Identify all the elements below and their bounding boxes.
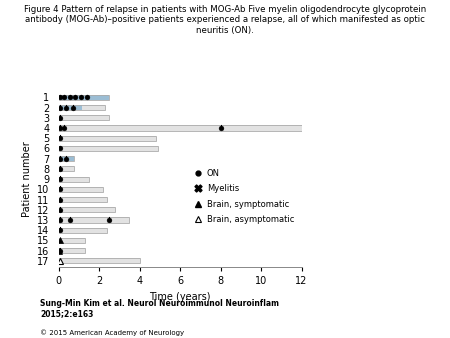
Bar [58, 187, 103, 192]
Bar [58, 125, 302, 130]
Bar [58, 105, 82, 110]
Bar [58, 187, 103, 192]
Bar [58, 105, 105, 110]
Bar [58, 125, 302, 130]
Text: Figure 4 Pattern of relapse in patients with MOG-Ab Five myelin oligodendrocyte : Figure 4 Pattern of relapse in patients … [24, 5, 426, 35]
Bar [58, 238, 85, 243]
Bar [58, 156, 74, 161]
Bar [58, 228, 107, 233]
Bar [58, 248, 85, 253]
Bar [58, 207, 115, 212]
Bar [58, 258, 140, 263]
Bar [58, 248, 85, 253]
Text: Sung-Min Kim et al. Neurol Neuroimmunol Neuroinflam
2015;2:e163: Sung-Min Kim et al. Neurol Neuroimmunol … [40, 299, 279, 318]
Y-axis label: Patient number: Patient number [22, 141, 32, 217]
Bar [58, 197, 107, 202]
Bar [58, 115, 109, 120]
Bar [58, 95, 109, 100]
Bar [58, 136, 156, 141]
Bar [58, 146, 158, 151]
Bar [58, 238, 85, 243]
Bar [58, 166, 74, 171]
Bar [58, 136, 156, 141]
Bar [58, 95, 109, 100]
Bar [58, 146, 158, 151]
Bar [58, 217, 130, 222]
Bar [58, 166, 74, 171]
Bar [82, 105, 105, 110]
Bar [58, 115, 109, 120]
Bar [58, 217, 130, 222]
Text: © 2015 American Academy of Neurology: © 2015 American Academy of Neurology [40, 330, 184, 336]
Bar [58, 228, 107, 233]
Bar [58, 176, 89, 182]
Bar [58, 258, 140, 263]
Bar [58, 156, 74, 161]
Legend: ON, Myelitis, Brain, symptomatic, Brain, asymptomatic: ON, Myelitis, Brain, symptomatic, Brain,… [191, 166, 297, 227]
Bar [58, 207, 115, 212]
Bar [58, 197, 107, 202]
X-axis label: Time (years): Time (years) [149, 292, 211, 301]
Bar [58, 176, 89, 182]
